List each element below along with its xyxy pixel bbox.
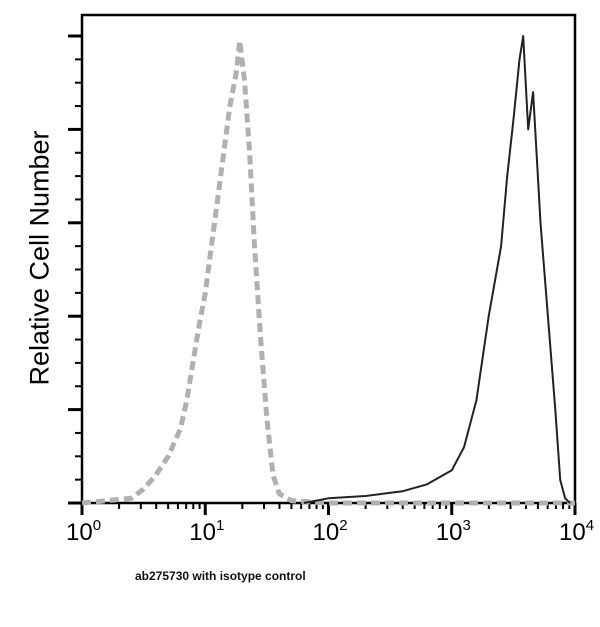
x-tick-base: 10: [559, 519, 586, 546]
x-tick-exponent: 1: [216, 517, 224, 534]
x-tick-base: 10: [436, 519, 463, 546]
x-tick-label: 104: [559, 517, 594, 546]
x-tick-label: 102: [313, 517, 348, 546]
x-tick-label: 101: [189, 517, 224, 546]
x-tick-base: 10: [66, 519, 93, 546]
x-tick-exponent: 4: [586, 517, 594, 534]
x-tick-exponent: 2: [339, 517, 347, 534]
chart-caption: ab275730 with isotype control: [135, 569, 306, 583]
x-tick-label: 100: [66, 517, 101, 546]
x-tick-label: 103: [436, 517, 471, 546]
plot-border: [80, 13, 577, 505]
isotype-control-line: [81, 38, 575, 506]
x-axis-ticks: [80, 503, 577, 515]
x-tick-base: 10: [189, 519, 216, 546]
series-layer: [81, 35, 575, 506]
x-tick-exponent: 0: [93, 517, 101, 534]
x-tick-base: 10: [313, 519, 340, 546]
antibody-line: [303, 35, 571, 504]
x-tick-exponent: 3: [462, 517, 470, 534]
y-axis-ticks: [68, 34, 82, 505]
y-axis-label: Relative Cell Number: [24, 130, 55, 386]
plot-frame: [80, 13, 577, 505]
x-tick-labels: 100 101 102 103 104: [66, 517, 594, 546]
